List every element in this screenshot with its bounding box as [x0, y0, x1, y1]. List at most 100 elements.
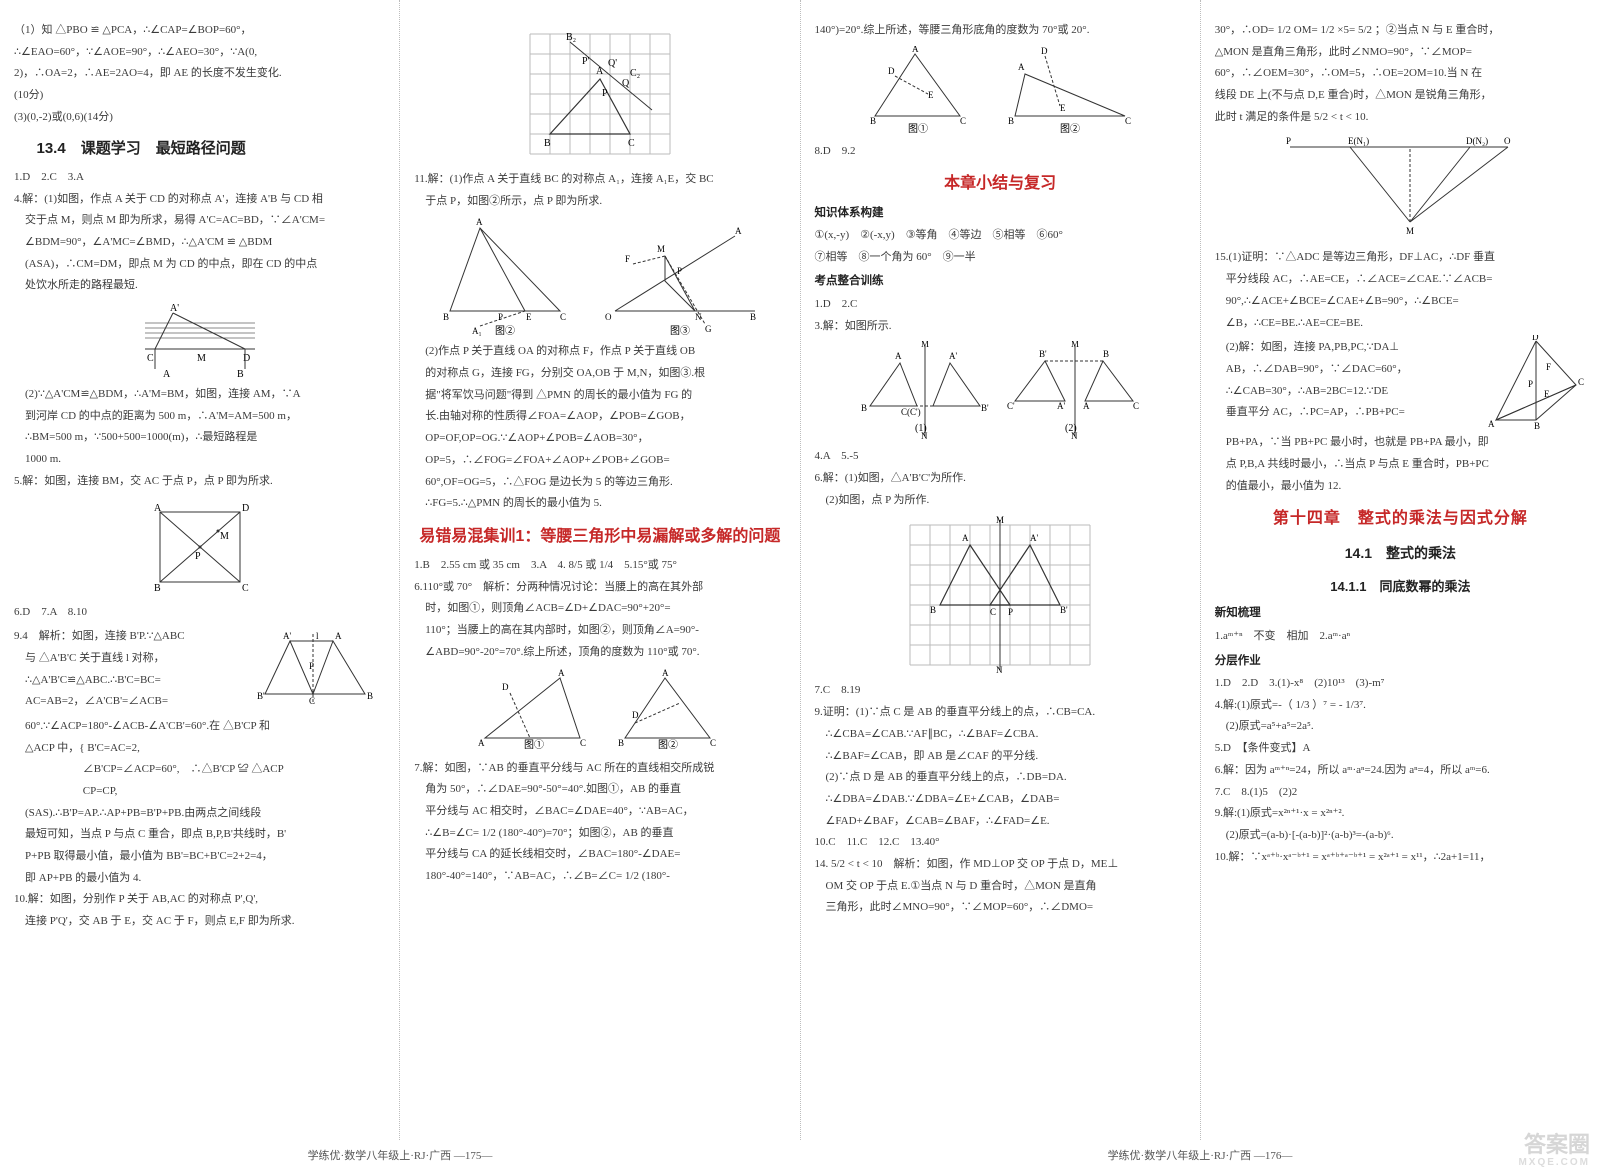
text-line: △ACP 中，{ B'C=AC=2, [14, 739, 385, 758]
text-line: ①(x,-y) ②(-x,y) ③等角 ④等边 ⑤相等 ⑥60° [815, 226, 1186, 245]
svg-text:P: P [498, 312, 503, 322]
text-line: 180°-40°=140°，∵AB=AC，∴∠B=∠C= 1/2 (180°- [414, 867, 785, 886]
svg-text:E: E [1060, 103, 1066, 113]
answer-line: 1.D 2.C 3.A [14, 168, 385, 187]
svg-text:C: C [147, 353, 154, 364]
text-line: ∠BDM=90°，∠A'MC=∠BMD，∴△A'CM ≌ △BDM [14, 233, 385, 252]
text-line: 1.aᵐ⁺ⁿ 不变 相加 2.aᵐ·aⁿ [1215, 627, 1586, 646]
svg-text:C: C [580, 738, 586, 748]
svg-text:P: P [309, 661, 314, 671]
text-line: 最短可知，当点 P 与点 C 重合，即点 B,P,B'共线时，B' [14, 825, 385, 844]
text-line: 3.解：如图所示. [815, 317, 1186, 336]
figure-double: A B C P E A₁ 图② O B A F M [414, 216, 785, 336]
svg-text:l: l [316, 631, 319, 641]
answer-line: 5.D 【条件变式】A [1215, 739, 1586, 758]
chapter-14-title: 第十四章 整式的乘法与因式分解 [1215, 505, 1586, 532]
text-line: 15.(1)证明：∵△ADC 是等边三角形，DF⊥AC，∴DF 垂直 [1215, 248, 1586, 267]
text-line: 7.解：如图，∵AB 的垂直平分线与 AC 所在的直线相交所成锐 [414, 759, 785, 778]
svg-text:A: A [335, 631, 342, 641]
svg-text:A: A [558, 668, 565, 678]
svg-text:B': B' [257, 691, 265, 701]
section-title-errors: 易错易混集训1：等腰三角形中易漏解或多解的问题 [414, 523, 785, 550]
svg-text:B: B [1008, 116, 1014, 126]
text-line: (10分) [14, 86, 385, 105]
svg-text:图②: 图② [1060, 123, 1080, 135]
footer-left: 学练优·数学八年级上·RJ·广西 —175— [0, 1147, 800, 1166]
text-line: 于点 P，如图②所示，点 P 即为所求. [414, 192, 785, 211]
svg-text:B: B [1103, 349, 1109, 359]
svg-text:A: A [478, 738, 485, 748]
figure-grid-top: B C A B₂ P' Q' P Q C₂ [414, 24, 785, 164]
watermark: 答案圈 MXQE.COM [1518, 1133, 1590, 1168]
svg-text:B: B [1534, 421, 1540, 430]
svg-text:A₁: A₁ [472, 326, 482, 336]
text-line: AB，∴∠DAB=90°，∵∠DAC=60°， [1215, 360, 1480, 379]
svg-text:C: C [242, 583, 249, 594]
subhead: 知识体系构建 [815, 204, 1186, 224]
text-line: ∴∠B=∠C= 1/2 (180°-40°)=70°；如图②，AB 的垂直 [414, 824, 785, 843]
text-line: (2)解：如图，连接 PA,PB,PC,∵DA⊥ [1215, 338, 1480, 357]
svg-text:C: C [710, 738, 716, 748]
svg-text:B: B [544, 138, 551, 149]
text-line: 6.解：(1)如图，△A'B'C'为所作. [815, 469, 1186, 488]
answer-line: 1.D 2.D 3.(1)-x⁸ (2)10¹³ (3)-m⁷ [1215, 674, 1586, 693]
svg-text:P: P [602, 88, 608, 99]
svg-text:M: M [1071, 341, 1079, 349]
svg-text:(2): (2) [1065, 423, 1077, 434]
svg-text:C: C [1125, 116, 1131, 126]
page: （1）知 △PBO ≌ △PCA，∴∠CAP=∠BOP=60°， ∴∠EAO=6… [0, 0, 1600, 1140]
svg-text:B: B [367, 691, 373, 701]
text-line: 11.解：(1)作点 A 关于直线 BC 的对称点 A₁，连接 A₁E，交 BC [414, 170, 785, 189]
section-title-13-4: 13.4 课题学习 最短路径问题 [14, 136, 385, 162]
watermark-main: 答案圈 [1518, 1133, 1590, 1157]
figure-two-triangles: A A C D 图① A B C D 图② [414, 668, 785, 753]
svg-text:M: M [1406, 226, 1414, 236]
text-line: 的值最小，最小值为 12. [1215, 477, 1586, 496]
figure-river: A' C D M A B [14, 301, 385, 379]
svg-text:B: B [930, 605, 936, 615]
answer-line: 1.B 2.55 cm 或 35 cm 3.A 4. 8/5 或 1/4 5.1… [414, 556, 785, 575]
text-line: ∴FG=5.∴△PMN 的周长的最小值为 5. [414, 494, 785, 513]
text-line: (2)原式=a⁵+a⁵=2a⁵. [1215, 717, 1586, 736]
figure-triangles-l: A'A B'C B l P [255, 624, 385, 714]
text-line: ∴∠BAF=∠CAB，即 AB 是∠CAF 的平分线. [815, 747, 1186, 766]
text-line: 4.解：(1)如图，作点 A 关于 CD 的对称点 A'，连接 A'B 与 CD… [14, 190, 385, 209]
figure-pdeno: P E(N₁) D(N₂) O M [1215, 132, 1586, 242]
svg-text:A': A' [949, 351, 957, 361]
text-line: 连接 P'Q'，交 AB 于 E，交 AC 于 F，则点 E,F 即为所求. [14, 912, 385, 931]
svg-text:A: A [912, 46, 919, 54]
text-line: 9.解:(1)原式=x²ⁿ⁺¹·x = x²ⁿ⁺². [1215, 804, 1586, 823]
text-line: ∴∠CBA=∠CAB.∵AF∥BC，∴∠BAF=∠CBA. [815, 725, 1186, 744]
svg-text:A: A [163, 369, 171, 379]
answer-line: 1.D 2.C [815, 295, 1186, 314]
text-line: 平分线与 CA 的延长线相交时，∠BAC=180°-∠DAE= [414, 845, 785, 864]
svg-text:N: N [996, 665, 1003, 675]
text-line: ∠ABD=90°-20°=70°.综上所述，顶角的度数为 110°或 70°. [414, 643, 785, 662]
text-line: OM 交 OP 于点 E.①当点 N 与 D 重合时，△MON 是直角 [815, 877, 1186, 896]
section-title-review: 本章小结与复习 [815, 170, 1186, 197]
text-line: ∴∠DBA=∠DAB.∵∠DBA=∠E+∠CAB，∠DAB= [815, 790, 1186, 809]
svg-text:B: B [861, 403, 867, 413]
text-line: 据"将军饮马问题"得到 △PMN 的周长的最小值为 FG 的 [414, 386, 785, 405]
svg-text:A: A [662, 668, 669, 678]
text-line: 到河岸 CD 的中点的距离为 500 m，∴A'M=AM=500 m， [14, 407, 385, 426]
svg-text:E: E [526, 312, 532, 322]
subhead: 分层作业 [1215, 652, 1586, 672]
svg-text:B: B [618, 738, 624, 748]
svg-text:D: D [888, 66, 895, 76]
text-line: OP=OF,OP=OG.∵∠AOP+∠POB=∠AOB=30°， [414, 429, 785, 448]
text-line: (2)∵△A'CM≌△BDM，∴A'M=BM，如图，连接 AM，∵A [14, 385, 385, 404]
text-line: (2)作点 P 关于直线 OA 的对称点 F，作点 P 关于直线 OB [414, 342, 785, 361]
svg-text:G: G [705, 324, 712, 334]
text-line: (SAS).∴B'P=AP.∴AP+PB=B'P+PB.由两点之间线段 [14, 804, 385, 823]
svg-text:C: C [990, 607, 996, 617]
svg-text:E: E [1544, 389, 1550, 399]
svg-text:(1): (1) [915, 423, 927, 434]
svg-text:P': P' [582, 56, 590, 67]
text-line: 平分线与 AC 相交时，∠BAC=∠DAE=40°，∵AB=AC， [414, 802, 785, 821]
svg-text:Q': Q' [608, 58, 617, 69]
svg-text:B: B [870, 116, 876, 126]
svg-text:A: A [735, 226, 742, 236]
svg-text:E: E [928, 90, 934, 100]
text-line: 2)，∴OA=2，∴AE=2AO=4，即 AE 的长度不发生变化. [14, 64, 385, 83]
